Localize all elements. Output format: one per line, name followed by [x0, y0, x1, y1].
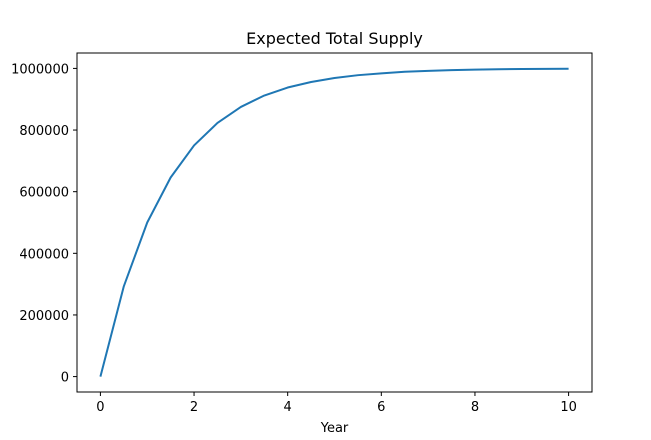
x-tick-label: 0: [96, 400, 104, 415]
x-tick-label: 8: [471, 400, 479, 415]
y-tick-label: 200000: [19, 309, 69, 324]
y-tick-label: 1000000: [11, 62, 69, 77]
x-tick-label: 6: [377, 400, 385, 415]
axes-frame: [76, 52, 593, 393]
plot-area: 0 2 4 6 8 10 0 200000 400000 600000 800000 1000000: [11, 52, 593, 415]
y-tick-label: 0: [61, 371, 69, 386]
y-tick-label: 600000: [19, 186, 69, 201]
y-tick-label: 400000: [19, 247, 69, 262]
y-tick-label: 800000: [19, 124, 69, 139]
x-tick-label: 2: [190, 400, 198, 415]
x-tick-label: 10: [560, 400, 577, 415]
series-line-0: [99, 67, 569, 377]
x-axis-label: Year: [320, 421, 349, 436]
x-tick-label: 4: [284, 400, 292, 415]
chart-title: Expected Total Supply: [246, 29, 423, 48]
